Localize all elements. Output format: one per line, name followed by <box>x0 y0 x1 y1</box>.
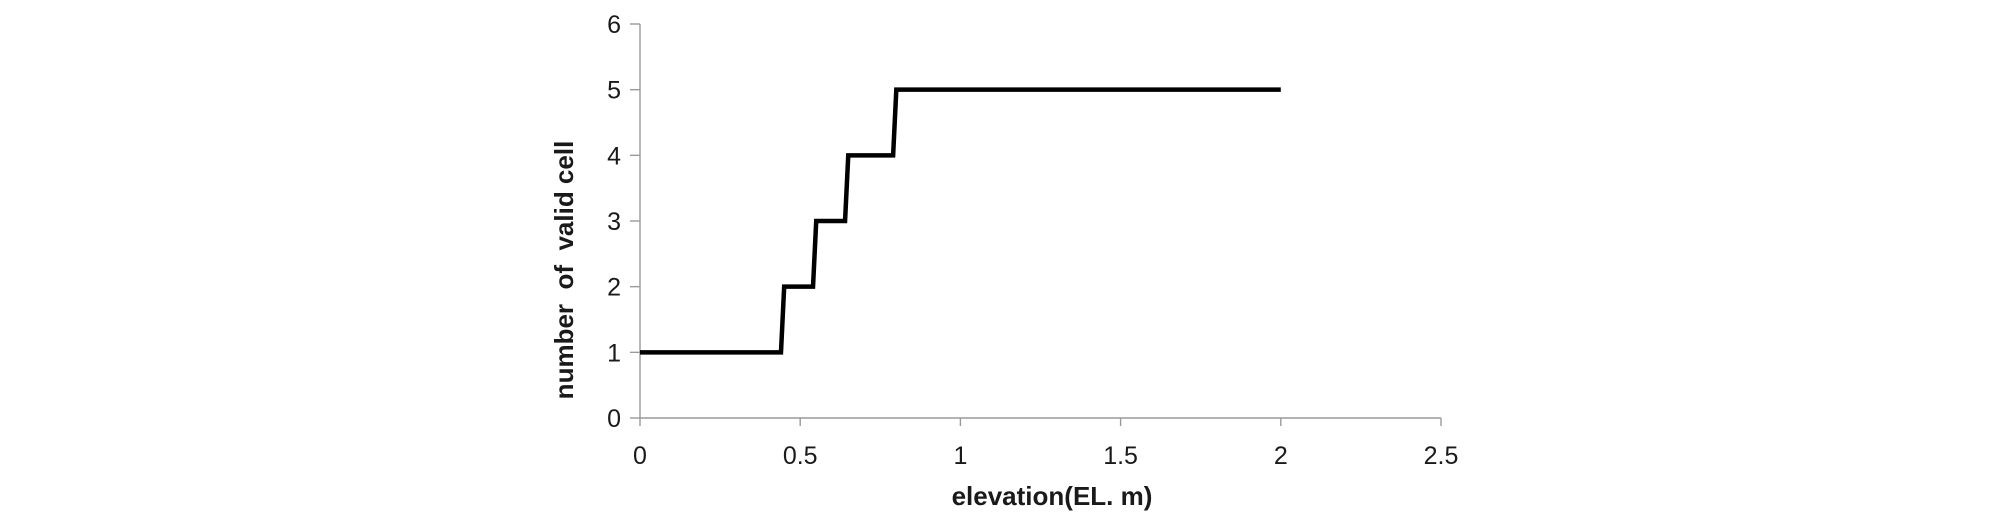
y-tick-label: 2 <box>607 274 621 302</box>
x-tick-label: 1.5 <box>1103 442 1138 470</box>
x-axis-title: elevation(EL. m) <box>952 481 1153 511</box>
y-axis-ticks <box>630 23 640 419</box>
x-tick-label: 1 <box>953 442 967 470</box>
x-tick-label: 0.5 <box>783 442 818 470</box>
y-tick-label: 3 <box>607 208 621 236</box>
x-tick-label: 0 <box>633 442 647 470</box>
data-series-line <box>640 87 1281 355</box>
y-tick-label: 4 <box>607 142 621 170</box>
x-axis-tick-labels: 0 0.5 1 1.5 2 2.5 <box>633 442 1458 470</box>
y-tick-label: 1 <box>607 339 621 367</box>
x-tick-label: 2 <box>1274 442 1288 470</box>
y-axis-tick-labels: 0 1 2 3 4 5 6 <box>607 11 621 433</box>
x-tick-label: 2.5 <box>1424 442 1459 470</box>
y-tick-label: 6 <box>607 11 621 39</box>
y-tick-label: 0 <box>607 405 621 433</box>
series-group <box>640 87 1281 355</box>
y-axis-title: number of valid cell <box>549 141 579 400</box>
y-tick-label: 5 <box>607 77 621 105</box>
axes <box>639 24 1441 419</box>
x-axis-ticks <box>639 418 1442 426</box>
